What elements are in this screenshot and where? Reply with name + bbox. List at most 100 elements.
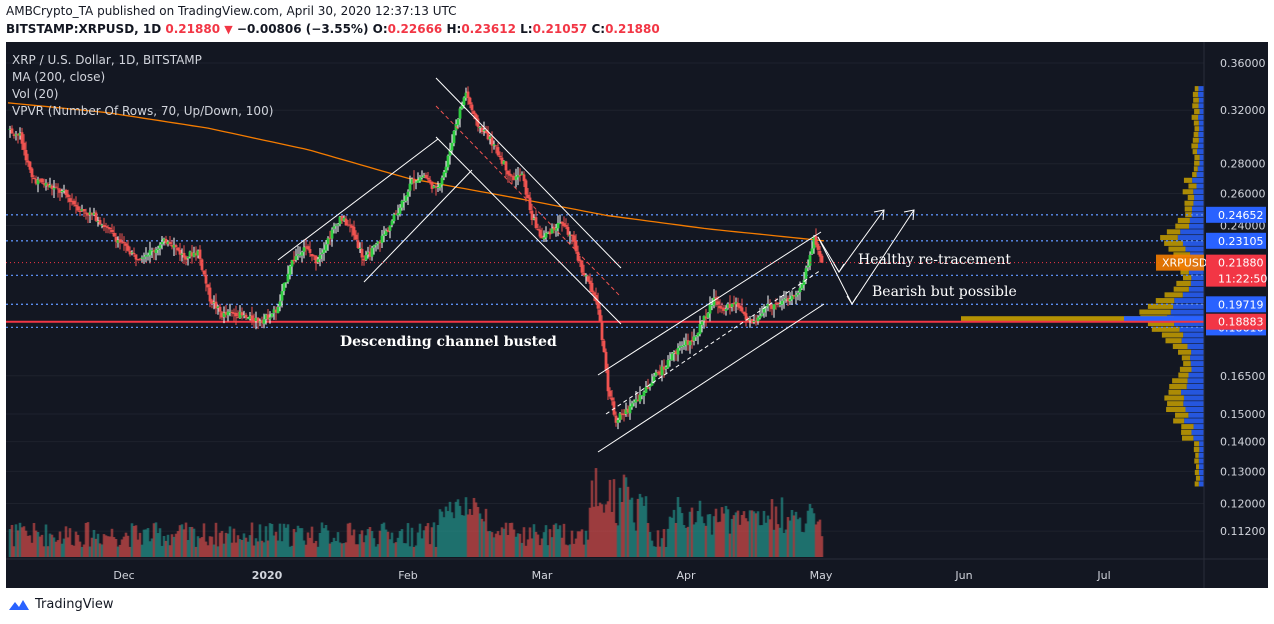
candle-body — [634, 399, 638, 403]
candle-body — [572, 235, 576, 242]
candle-body — [628, 406, 632, 414]
volume-bar — [476, 507, 480, 557]
candle-body — [324, 244, 328, 251]
vpvr-up-bar — [1198, 120, 1204, 126]
candle-body — [220, 312, 224, 318]
candle-body — [668, 359, 672, 361]
vpvr-up-bar — [1198, 452, 1204, 458]
volume-bar — [786, 517, 790, 557]
volume-bar — [528, 527, 532, 557]
candle-body — [42, 183, 46, 185]
volume-bar — [396, 537, 400, 557]
volume-bar — [294, 532, 298, 557]
candle-body — [448, 149, 452, 156]
candle-body — [168, 242, 172, 245]
candle-body — [702, 315, 706, 321]
volume-bar — [722, 513, 726, 557]
volume-bar — [182, 529, 186, 557]
volume-bar — [762, 510, 766, 557]
candle-body — [362, 258, 366, 261]
volume-bar — [290, 545, 294, 557]
vpvr-poc-up-bar — [1124, 316, 1204, 323]
candle-body — [86, 212, 90, 216]
ascending-channel-2-mid — [605, 269, 822, 415]
volume-bar — [100, 544, 104, 557]
candle-body — [18, 133, 22, 136]
vpvr-up-bar — [1184, 418, 1204, 424]
vpvr-down-bar — [1191, 143, 1198, 149]
candle-body — [340, 215, 344, 221]
last-price-marker: XRPUSD 0.21880 11:22:50 — [6, 254, 1267, 287]
vpvr-up-bar — [1194, 194, 1204, 201]
vpvr-up-bar — [1198, 137, 1204, 143]
candle-body — [148, 250, 152, 256]
candle-body — [392, 214, 396, 222]
price-axis[interactable]: 0.360000.320000.280000.260000.240000.150… — [1203, 42, 1266, 588]
volume-bar — [16, 530, 20, 557]
vpvr-up-bar — [1188, 286, 1204, 292]
vpvr-up-bar — [1198, 97, 1204, 103]
candle-body — [276, 306, 280, 314]
vpvr-down-bar — [1192, 91, 1199, 97]
candle-body — [706, 313, 710, 318]
volume-bar — [34, 530, 38, 557]
candle-body — [510, 175, 514, 177]
candle-body — [416, 180, 420, 183]
vpvr-up-bar — [1198, 103, 1204, 109]
candle-body — [292, 259, 296, 262]
vpvr-down-bar — [1165, 338, 1182, 344]
volume-bar — [484, 508, 488, 557]
volume-bar — [478, 513, 482, 557]
candle-body — [78, 210, 82, 212]
volume-bar — [402, 543, 406, 557]
candle-body — [202, 270, 206, 275]
volume-bar — [572, 543, 576, 557]
volume-bar — [60, 543, 64, 557]
volume-bar — [522, 527, 526, 557]
candle-body — [674, 351, 678, 355]
vpvr-up-bar — [1193, 200, 1204, 206]
candle-body — [264, 314, 268, 320]
candle-body — [638, 394, 642, 402]
vpvr-down-bar — [1181, 355, 1191, 361]
legend-ma[interactable]: MA (200, close) — [12, 70, 105, 84]
volume-bar — [266, 540, 270, 557]
candle-body — [710, 305, 714, 307]
annotation-bearish: Bearish but possible — [872, 284, 1017, 300]
volume-bar — [750, 510, 754, 557]
candle-body — [650, 382, 654, 386]
candle-body — [792, 295, 796, 297]
candle-body — [312, 255, 316, 257]
vpvr-down-bar — [1164, 395, 1184, 401]
candle-body — [44, 183, 48, 186]
vpvr-up-bar — [1188, 372, 1204, 378]
volume-bar — [758, 525, 762, 557]
candle-body — [394, 213, 398, 215]
chart-canvas[interactable]: XRP / U.S. Dollar, 1D, BITSTAMP MA (200,… — [6, 42, 1268, 588]
time-axis[interactable]: Dec 2020 Feb Mar Apr May Jun Jul — [6, 558, 1268, 582]
legend-title[interactable]: XRP / U.S. Dollar, 1D, BITSTAMP — [12, 53, 202, 67]
tradingview-logo[interactable]: TradingView — [8, 597, 114, 612]
candle-body — [116, 240, 120, 243]
legend-vol[interactable]: Vol (20) — [12, 87, 58, 101]
candle-body — [198, 249, 202, 259]
volume-bar — [362, 542, 366, 557]
legend-vpvr[interactable]: VPVR (Number Of Rows, 70, Up/Down, 100) — [12, 104, 273, 118]
volume-bar — [592, 506, 596, 557]
chart-area[interactable]: XRP / U.S. Dollar, 1D, BITSTAMP MA (200,… — [6, 42, 1268, 588]
volume-bar — [628, 499, 632, 557]
volume-bar — [328, 543, 332, 557]
volume-bar — [192, 528, 196, 557]
symbol[interactable]: BITSTAMP:XRPUSD, 1D — [6, 22, 162, 36]
candle-body — [744, 313, 748, 320]
candle-body — [616, 420, 620, 423]
candle-body — [56, 188, 60, 190]
candle-body — [640, 395, 644, 397]
candle-body — [184, 256, 188, 260]
volume-bar — [720, 507, 724, 557]
candle-body — [600, 322, 604, 340]
candle-body — [610, 397, 614, 401]
volume-bar — [314, 540, 318, 557]
volume-bar — [238, 539, 242, 557]
volume-bar — [586, 539, 590, 557]
